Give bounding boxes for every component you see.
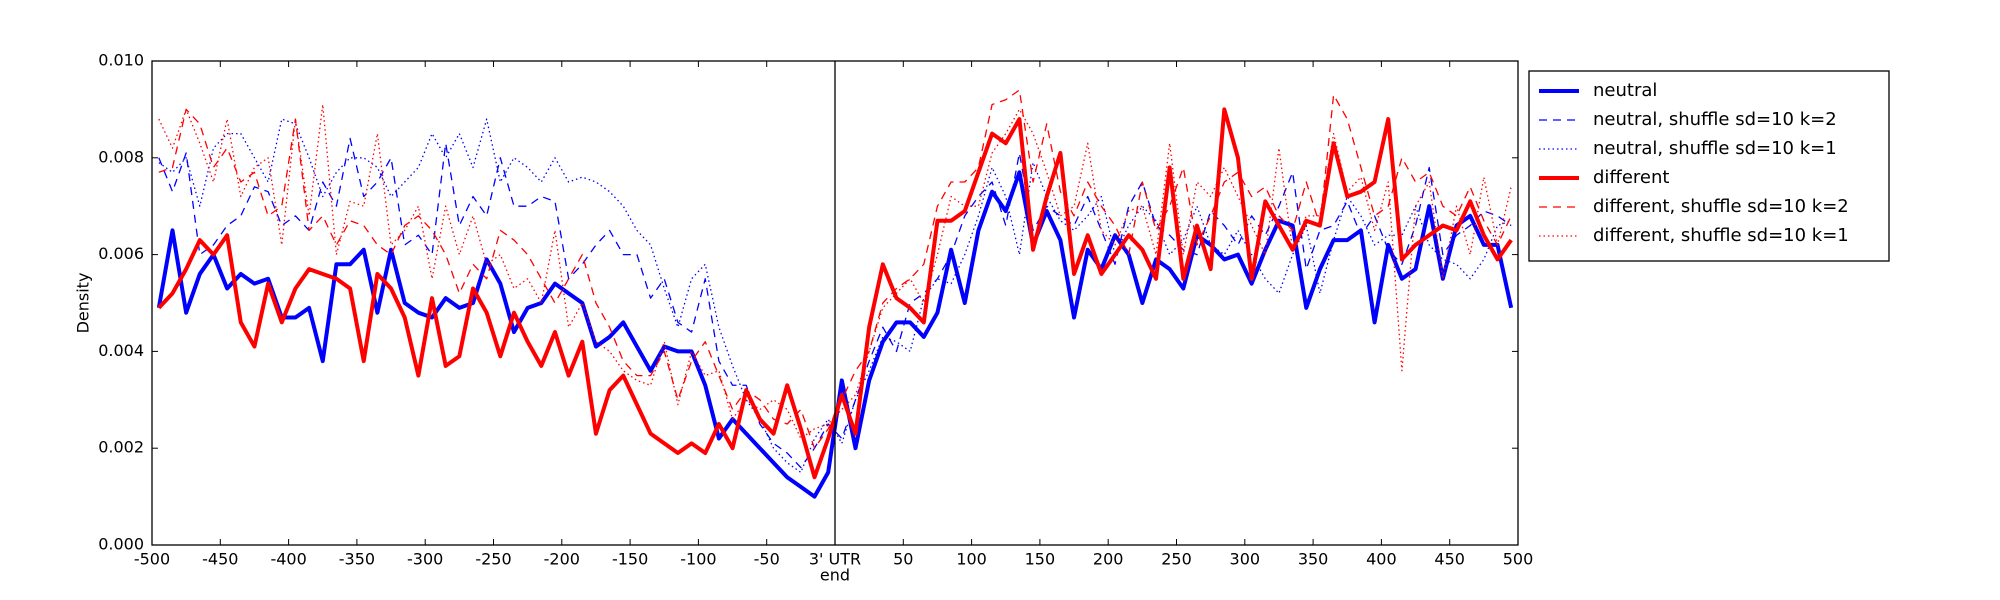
legend-label: different, shuffle sd=10 k=1 [1593, 225, 1849, 246]
legend-label: neutral, shuffle sd=10 k=2 [1593, 109, 1837, 130]
legend-label: neutral [1593, 80, 1657, 101]
x-tick-label: 250 [1161, 550, 1192, 569]
x-tick-label: 100 [956, 550, 987, 569]
x-tick-label: -450 [202, 550, 238, 569]
x-tick-label: -200 [544, 550, 580, 569]
x-tick-label: -400 [270, 550, 306, 569]
x-tick-label: -500 [134, 550, 170, 569]
x-tick-label: 200 [1093, 550, 1124, 569]
x-tick-label: 300 [1230, 550, 1261, 569]
x-tick-label: 400 [1366, 550, 1397, 569]
plot-frame [151, 60, 1519, 546]
x-tick-label: -150 [612, 550, 648, 569]
y-tick-label: 0.006 [98, 244, 144, 263]
legend-label: different, shuffle sd=10 k=2 [1593, 196, 1849, 217]
x-tick-label: -300 [407, 550, 443, 569]
x-tick-label: 150 [1025, 550, 1056, 569]
y-tick-label: 0.008 [98, 147, 144, 166]
x-tick-label: -250 [475, 550, 511, 569]
x-tick-label: 50 [893, 550, 913, 569]
series-line [158, 118, 1512, 474]
x-axis-label: end [820, 566, 850, 585]
x-tick-label: -50 [754, 550, 780, 569]
x-tick-label: 3' UTR [809, 550, 861, 569]
y-axis-label: Density [74, 273, 93, 334]
legend-box [1528, 70, 1890, 262]
y-tick-label: 0.010 [98, 51, 144, 70]
y-tick-label: 0.002 [98, 438, 144, 457]
x-tick-label: 450 [1434, 550, 1465, 569]
y-tick-label: 0.004 [98, 341, 144, 360]
legend-label: neutral, shuffle sd=10 k=1 [1593, 138, 1837, 159]
series-line [158, 103, 1512, 440]
x-tick-label: 350 [1298, 550, 1329, 569]
y-tick-label: 0.000 [98, 535, 144, 554]
x-tick-label: -100 [680, 550, 716, 569]
legend-label: different [1593, 167, 1669, 188]
series-line [158, 137, 1512, 469]
x-tick-label: -350 [339, 550, 375, 569]
x-tick-label: 500 [1503, 550, 1534, 569]
